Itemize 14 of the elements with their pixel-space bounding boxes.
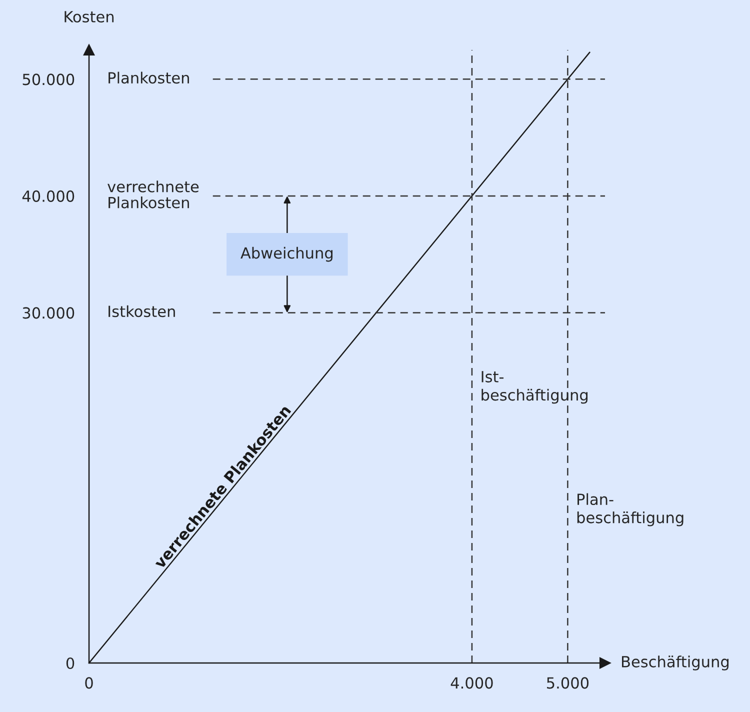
x-axis-title: Beschäftigung: [622, 656, 729, 670]
x-tick-label: 5.000: [547, 677, 589, 689]
ref-line-label: Plan- beschäftigung: [577, 493, 684, 526]
y-tick-label: 30.000: [22, 307, 74, 319]
ref-line-label: Plankosten: [108, 72, 189, 84]
y-tick-label: 40.000: [22, 190, 74, 202]
x-tick-label: 0: [85, 677, 93, 689]
y-axis-title: Kosten: [64, 11, 114, 22]
ref-line-label: Istkosten: [108, 305, 175, 318]
y-tick-label: 0: [66, 657, 74, 670]
y-tick-label: 50.000: [22, 74, 74, 86]
annotation: Abweichung: [240, 246, 332, 262]
ref-line-label: verrechnete Plankosten: [108, 180, 199, 208]
x-tick-label: 4.000: [450, 677, 493, 689]
